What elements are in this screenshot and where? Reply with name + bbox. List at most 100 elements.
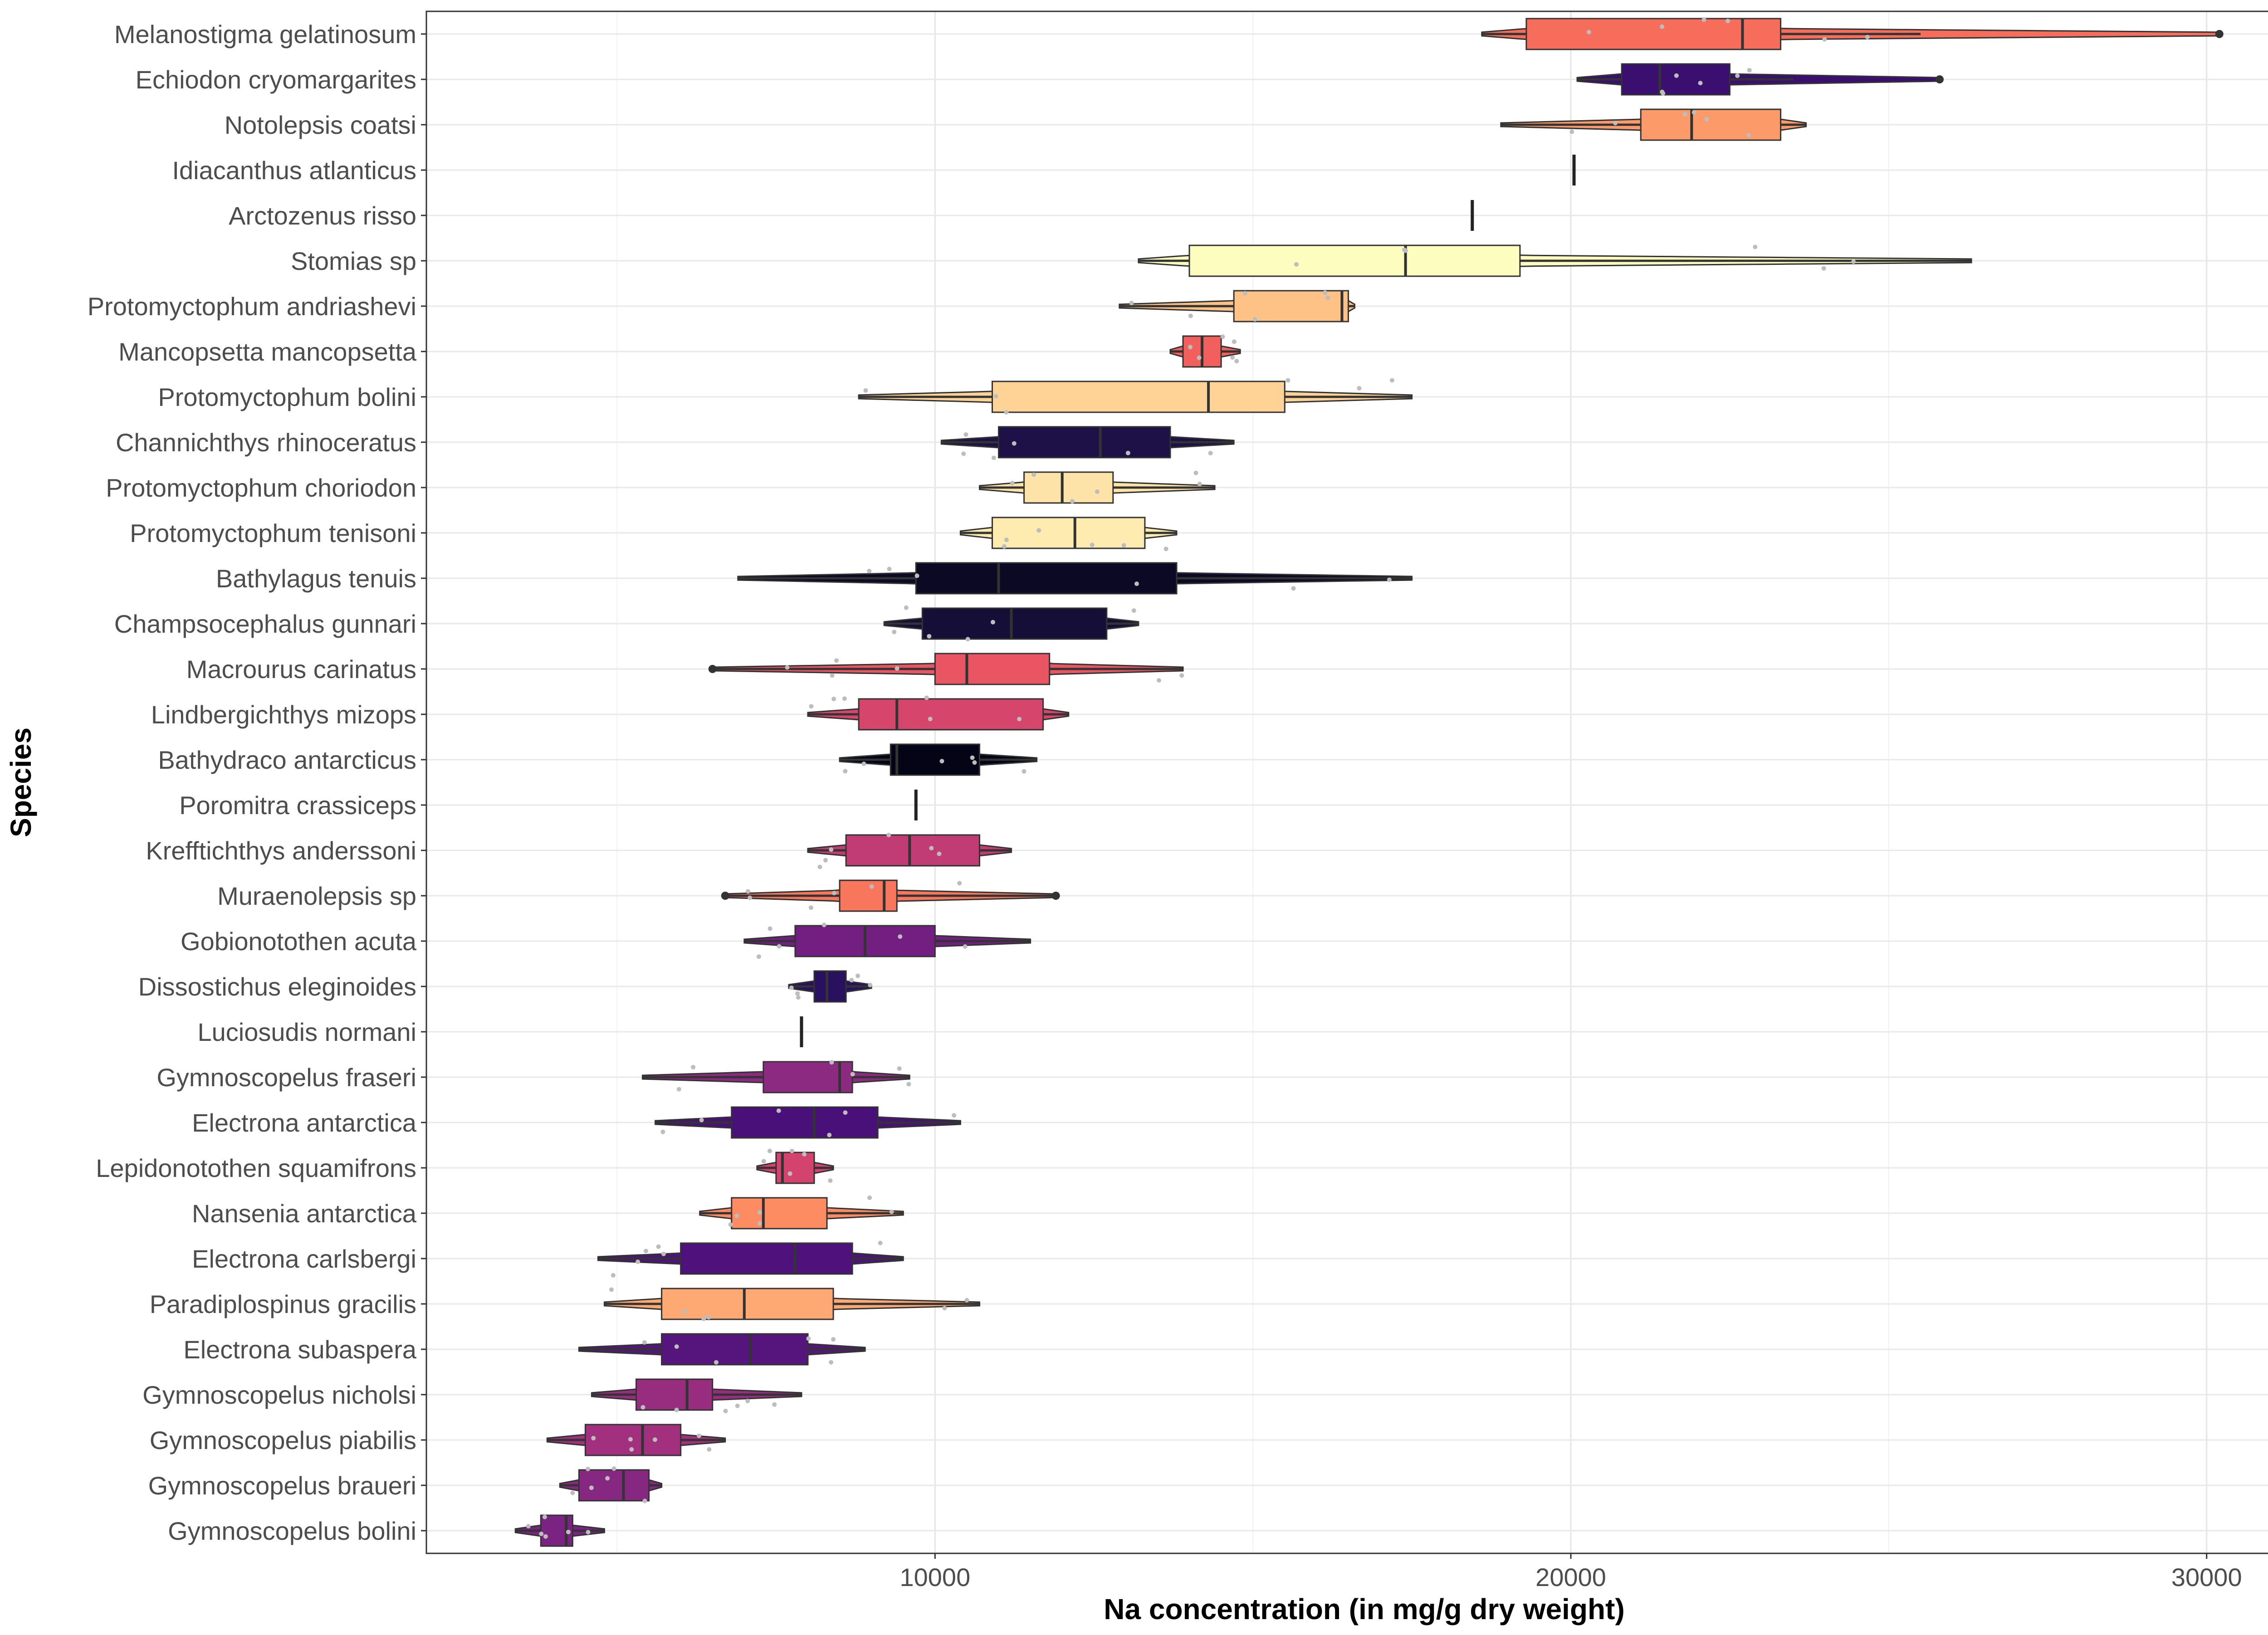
jitter-point [1234,359,1239,364]
jitter-point [1022,769,1026,774]
jitter-point [735,1403,740,1408]
y-tick-label: Arctozenus risso [229,201,416,230]
jitter-point [889,1209,894,1214]
jitter-point [957,881,962,886]
y-tick-label: Echiodon cryomargarites [136,65,416,94]
jitter-point [796,995,801,1000]
jitter-point [761,1159,766,1164]
jitter-point [772,1402,777,1407]
jitter-point [605,1476,610,1481]
jitter-point [937,851,942,856]
box-iqr [1233,290,1349,322]
jitter-point [863,388,868,393]
jitter-point [802,1152,807,1157]
box-iqr [915,562,1178,595]
box-iqr [1188,244,1521,277]
plot-panel-border [425,10,2268,1554]
jitter-point [748,895,753,900]
jitter-point [869,884,874,889]
jitter-point [1220,334,1225,339]
jitter-point [1325,295,1330,300]
y-tick-label: Electrona carlsbergi [192,1245,416,1273]
jitter-point [867,569,872,574]
box-iqr [1023,471,1114,504]
jitter-point [674,1407,679,1412]
y-tick-label: Channichthys rhinoceratus [116,428,416,457]
y-tick-label: Muraenolepsis sp [217,882,416,910]
y-tick-label: Bathylagus tenuis [216,564,416,593]
jitter-point [1252,317,1257,322]
jitter-point [757,1210,762,1215]
y-axis-tick-labels: Melanostigma gelatinosum Echiodon cryomar… [88,20,426,1545]
x-tick-label: 20000 [1535,1563,1606,1591]
jitter-point [1002,544,1007,549]
jitter-point [1747,68,1752,73]
jitter-point [827,1132,832,1137]
jitter-point [706,1315,711,1320]
y-tick-label: Mancopsetta mancopsetta [118,337,417,366]
jitter-point [1674,73,1679,78]
jitter-point [611,1273,616,1278]
jitter-point [1735,73,1740,78]
x-axis-tick-labels: 10000 20000 30000 [899,1553,2242,1591]
jitter-point [1095,489,1100,494]
jitter-point [1188,313,1193,318]
jitter-point [611,1466,616,1471]
box-iqr [992,517,1146,549]
jitter-point [642,1498,647,1503]
jitter-point [867,1195,872,1200]
jitter-point [1031,472,1036,477]
jitter-point [566,1529,571,1534]
jitter-point [734,1213,739,1218]
jitter-point [829,1060,834,1065]
jitter-point [1660,89,1665,94]
jitter-point [914,573,919,578]
outlier-point [1936,75,1944,83]
jitter-point [728,1222,733,1227]
jitter-point [1134,581,1139,586]
jitter-point [1865,34,1870,39]
jitter-point [1403,248,1408,253]
jitter-point [776,1108,781,1113]
y-tick-label: Melanostigma gelatinosum [114,20,416,49]
jitter-point [745,1399,750,1404]
jitter-point [830,673,835,678]
box-iqr [578,1469,650,1502]
box-layer [540,18,1782,1547]
box-iqr [921,607,1108,640]
jitter-point [892,630,897,634]
jitter-point [861,761,866,766]
jitter-point [828,1178,833,1183]
box-iqr [845,834,980,867]
jitter-point [1129,301,1134,306]
jitter-point [1131,608,1136,613]
jitter-point [831,697,836,702]
jitter-point [886,833,891,838]
jitter-point [543,1534,548,1539]
jitter-point [1121,543,1126,548]
box-iqr [661,1333,809,1366]
jitter-point [652,1437,657,1442]
jitter-point [928,717,933,722]
jitter-point [1387,577,1392,582]
jitter-point [817,864,822,869]
jitter-point [991,455,996,460]
x-tick-label: 30000 [2171,1563,2242,1591]
box-iqr [635,1378,714,1411]
y-tick-label: Poromitra crassiceps [179,791,416,820]
jitter-point [829,847,834,852]
y-tick-label: Stomias sp [291,247,416,275]
jitter-point [656,1244,661,1249]
box-iqr [934,653,1051,685]
jitter-point [1004,537,1009,542]
jitter-point [795,991,800,996]
jitter-point [850,1072,855,1077]
jitter-point [897,1066,902,1071]
whisker-layer [515,33,1972,1532]
jitter-point [1188,345,1193,350]
jitter-point [809,905,814,910]
y-tick-label: Gymnoscopelus nicholsi [142,1381,416,1409]
y-tick-label: Notolepsis coatsi [225,111,416,139]
jitter-point [591,1435,596,1440]
jitter-point [526,1524,531,1529]
